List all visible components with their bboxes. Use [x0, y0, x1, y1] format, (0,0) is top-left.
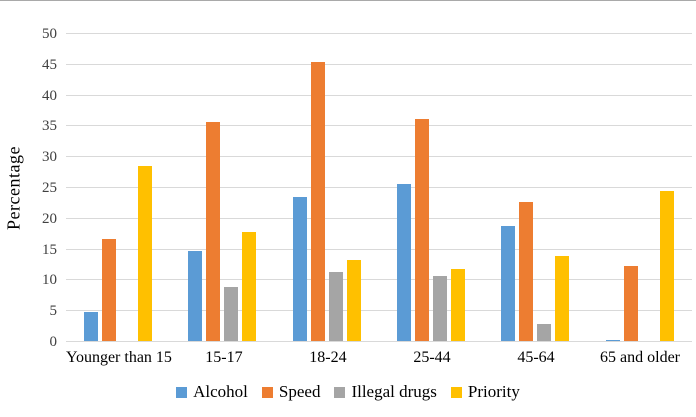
- bar-alcohol: [188, 250, 203, 342]
- gridline: [66, 217, 692, 219]
- bar-speed: [623, 265, 638, 342]
- bar-speed: [415, 119, 430, 342]
- bar-priority: [346, 260, 361, 342]
- legend-label: Alcohol: [193, 382, 248, 401]
- x-axis-labels: Younger than 15 15-17 18-24 25-44 45-64 65 an…: [66, 349, 692, 367]
- bar-priority: [659, 191, 674, 342]
- legend: Alcohol Speed Illegal drugs Priority: [0, 382, 696, 402]
- x-axis-line: [66, 341, 692, 342]
- legend-item-alcohol: Alcohol: [176, 382, 248, 402]
- y-axis-tick-label: 35: [42, 118, 57, 135]
- y-axis-tick-label: 25: [42, 180, 57, 196]
- y-axis-tick-label: 45: [42, 56, 57, 73]
- bar-priority: [555, 256, 570, 342]
- bar-alcohol: [84, 312, 99, 342]
- legend-item-speed: Speed: [261, 382, 321, 402]
- bar-group: [379, 34, 483, 342]
- gridline: [66, 279, 692, 281]
- bar-group: [483, 34, 587, 342]
- y-axis-tick-label: 20: [42, 210, 57, 227]
- bar-illegal-drugs: [328, 272, 343, 342]
- gridline: [66, 310, 692, 312]
- bar-speed: [206, 122, 221, 342]
- bar-speed: [102, 239, 117, 342]
- gridline: [66, 156, 692, 158]
- y-axis-tick-label: 10: [42, 272, 57, 289]
- bar-alcohol: [501, 226, 516, 342]
- y-axis-tick-label: 15: [42, 241, 57, 258]
- x-axis-label: 25-44: [413, 349, 451, 366]
- x-axis-label: Younger than 15: [66, 349, 172, 366]
- bar-priority: [242, 231, 257, 342]
- legend-label: Illegal drugs: [351, 382, 437, 401]
- gridline: [66, 63, 692, 65]
- legend-swatch: [450, 386, 462, 398]
- legend-swatch: [176, 386, 188, 398]
- gridline: [66, 33, 692, 34]
- y-axis-tick-label: 0: [49, 334, 58, 350]
- bar-alcohol: [397, 184, 412, 342]
- legend-item-illegal-drugs: Illegal drugs: [334, 382, 437, 402]
- legend-item-priority: Priority: [450, 382, 520, 402]
- bar-group: [66, 34, 170, 342]
- bar-groups: [66, 34, 692, 342]
- x-axis-label: 65 and older: [600, 349, 680, 366]
- bar-speed: [519, 202, 534, 342]
- x-axis-label: 15-17: [205, 349, 243, 366]
- bar-speed: [310, 61, 325, 342]
- bar-illegal-drugs: [224, 287, 239, 342]
- x-axis-label: 18-24: [309, 349, 347, 366]
- y-axis-tick-label: 40: [42, 87, 57, 104]
- y-axis-tick-label: 30: [42, 149, 57, 166]
- y-axis-ticks: 0 5 10 15 20 25 30 35 40 45 50: [0, 26, 58, 350]
- gridline: [66, 125, 692, 127]
- bar-group: [275, 34, 379, 342]
- gridline: [66, 187, 692, 188]
- bar-illegal-drugs: [537, 324, 552, 342]
- gridline: [66, 94, 692, 96]
- x-axis-label: 45-64: [517, 349, 555, 366]
- legend-label: Priority: [467, 382, 520, 401]
- bar-alcohol: [292, 197, 307, 342]
- legend-label: Speed: [278, 382, 321, 401]
- gridline: [66, 248, 692, 250]
- plot-area: [66, 33, 692, 342]
- legend-swatch: [334, 386, 346, 398]
- bar-priority: [138, 165, 153, 342]
- legend-swatch: [261, 386, 273, 398]
- bar-group: [170, 34, 274, 342]
- y-axis-tick-label: 5: [49, 303, 58, 320]
- bar-priority: [451, 269, 466, 342]
- y-axis-tick-label: 50: [42, 26, 57, 42]
- bar-group: [588, 34, 692, 342]
- bar-illegal-drugs: [433, 276, 448, 342]
